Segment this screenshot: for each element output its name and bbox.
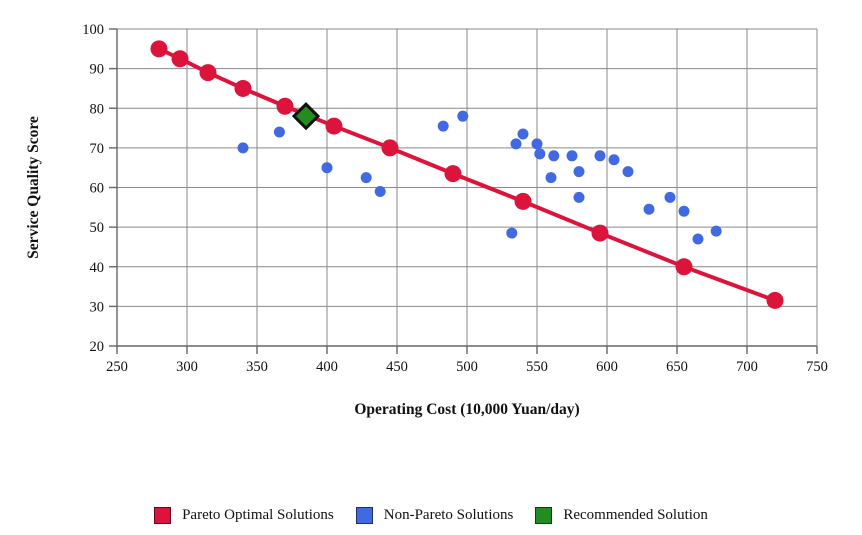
pareto-point (675, 258, 693, 276)
pareto-point (150, 40, 168, 58)
non-pareto-point (237, 142, 249, 154)
pareto-point (591, 224, 609, 242)
non-pareto-point (506, 227, 518, 239)
pareto-point (444, 165, 462, 183)
non-pareto-point (622, 166, 634, 178)
non-pareto-point (321, 162, 333, 174)
y-tick-label: 30 (90, 299, 105, 315)
non-pareto-point (548, 150, 560, 162)
x-tick-label: 650 (666, 359, 688, 375)
y-tick-label: 40 (90, 260, 105, 276)
y-tick-label: 100 (82, 22, 104, 38)
scatter-chart: 250 300 350 400 450 500 550 600 650 700 750 20 30 40 5… (25, 22, 828, 418)
legend-swatch (154, 507, 172, 524)
x-tick-label: 500 (456, 359, 478, 375)
non-pareto-point (692, 233, 704, 245)
x-axis-title: Operating Cost (10,000 Yuan/day) (354, 401, 579, 418)
non-pareto-point (573, 191, 585, 203)
non-pareto-point (517, 128, 529, 140)
legend-item-non-pareto: Non-Pareto Solutions (355, 507, 514, 524)
non-pareto-point (573, 166, 585, 178)
x-tick-label: 700 (736, 359, 758, 375)
x-tick-label: 750 (806, 359, 828, 375)
non-pareto-point (457, 110, 469, 122)
non-pareto-point (678, 205, 690, 217)
pareto-point (234, 79, 252, 97)
x-tick-label: 300 (176, 359, 198, 375)
non-pareto-point (566, 150, 578, 162)
non-pareto-point (664, 191, 676, 203)
legend-label: Pareto Optimal Solutions (182, 507, 334, 523)
y-tick-label: 80 (90, 101, 105, 117)
x-tick-label: 350 (246, 359, 268, 375)
non-pareto-point (374, 185, 386, 197)
non-pareto-point (710, 225, 722, 237)
non-pareto-point (545, 172, 557, 184)
legend: Pareto Optimal Solutions Non-Pareto Solu… (0, 507, 862, 524)
non-pareto-point (594, 150, 606, 162)
x-tick-label: 600 (596, 359, 618, 375)
pareto-point (325, 117, 343, 135)
x-tick-label: 250 (106, 359, 128, 375)
recommended-solution-marker (291, 102, 321, 131)
pareto-point (276, 97, 294, 115)
pareto-point (514, 192, 532, 210)
pareto-point (199, 64, 217, 82)
legend-item-pareto: Pareto Optimal Solutions (154, 507, 334, 524)
y-tick-label: 20 (90, 339, 105, 355)
non-pareto-point (273, 126, 285, 138)
legend-swatch (355, 507, 373, 524)
legend-swatch (535, 507, 553, 524)
x-tick-label: 550 (526, 359, 548, 375)
non-pareto-point (360, 172, 372, 184)
legend-item-recommended: Recommended Solution (535, 507, 708, 524)
non-pareto-point (510, 138, 522, 150)
y-tick-label: 70 (90, 141, 105, 157)
pareto-point (766, 291, 784, 309)
y-tick-label: 90 (90, 62, 105, 78)
pareto-point (171, 50, 189, 68)
x-tick-label: 450 (386, 359, 408, 375)
non-pareto-point (437, 120, 449, 132)
non-pareto-point (531, 138, 543, 150)
non-pareto-point (643, 203, 655, 215)
y-tick-label: 50 (90, 220, 105, 236)
non-pareto-point (608, 154, 620, 166)
non-pareto-point (534, 148, 546, 160)
legend-label: Non-Pareto Solutions (383, 507, 514, 523)
y-tick-label: 60 (90, 181, 105, 197)
legend-label: Recommended Solution (563, 507, 708, 523)
x-tick-label: 400 (316, 359, 338, 375)
pareto-point (381, 139, 399, 157)
y-axis-title: Service Quality Score (25, 116, 42, 259)
